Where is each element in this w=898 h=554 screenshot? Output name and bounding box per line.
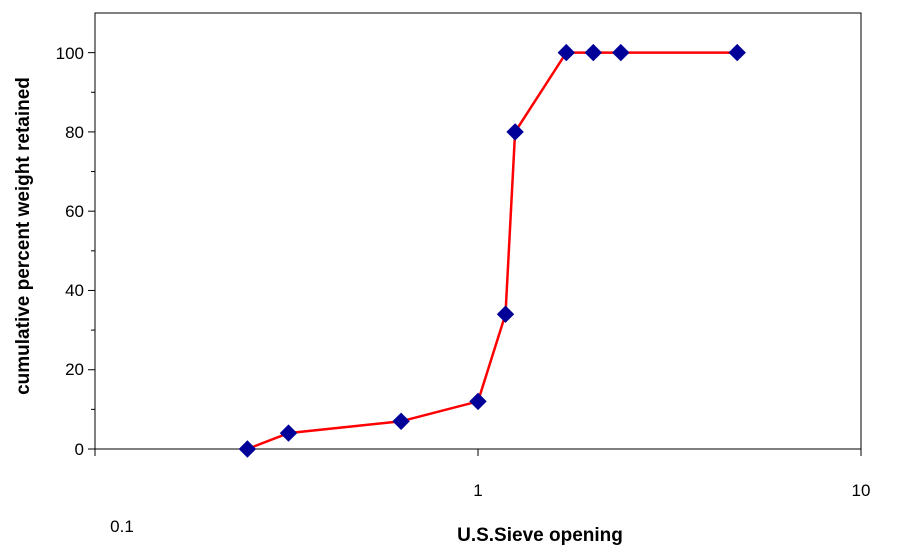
x-ticks bbox=[94, 449, 862, 456]
x-tick-label-0: 0.1 bbox=[110, 517, 134, 536]
x-tick-label-1: 1 bbox=[473, 481, 482, 500]
x-axis-title: U.S.Sieve opening bbox=[457, 525, 623, 546]
data-point-7 bbox=[584, 43, 603, 62]
data-point-1 bbox=[279, 424, 298, 442]
series-line-0 bbox=[246, 51, 738, 451]
series-layer bbox=[238, 43, 746, 458]
data-point-6 bbox=[557, 43, 576, 62]
y-tick-label-20: 20 bbox=[65, 360, 84, 379]
y-tick-label-100: 100 bbox=[56, 44, 84, 63]
y-axis-title: cumulative percent weight retained bbox=[13, 77, 34, 395]
y-ticks bbox=[88, 52, 95, 450]
y-tick-label-80: 80 bbox=[65, 123, 84, 142]
data-point-3 bbox=[469, 392, 487, 411]
data-point-2 bbox=[392, 412, 410, 431]
x-tick-label-2: 10 bbox=[852, 481, 871, 500]
y-tick-label-40: 40 bbox=[65, 281, 84, 300]
plot-area bbox=[94, 12, 862, 450]
data-point-9 bbox=[728, 43, 746, 62]
data-point-0 bbox=[238, 440, 257, 458]
data-point-4 bbox=[496, 305, 515, 323]
y-tick-label-60: 60 bbox=[65, 202, 84, 221]
data-point-5 bbox=[506, 123, 524, 141]
data-point-8 bbox=[612, 43, 630, 62]
y-tick-label-0: 0 bbox=[75, 440, 84, 459]
